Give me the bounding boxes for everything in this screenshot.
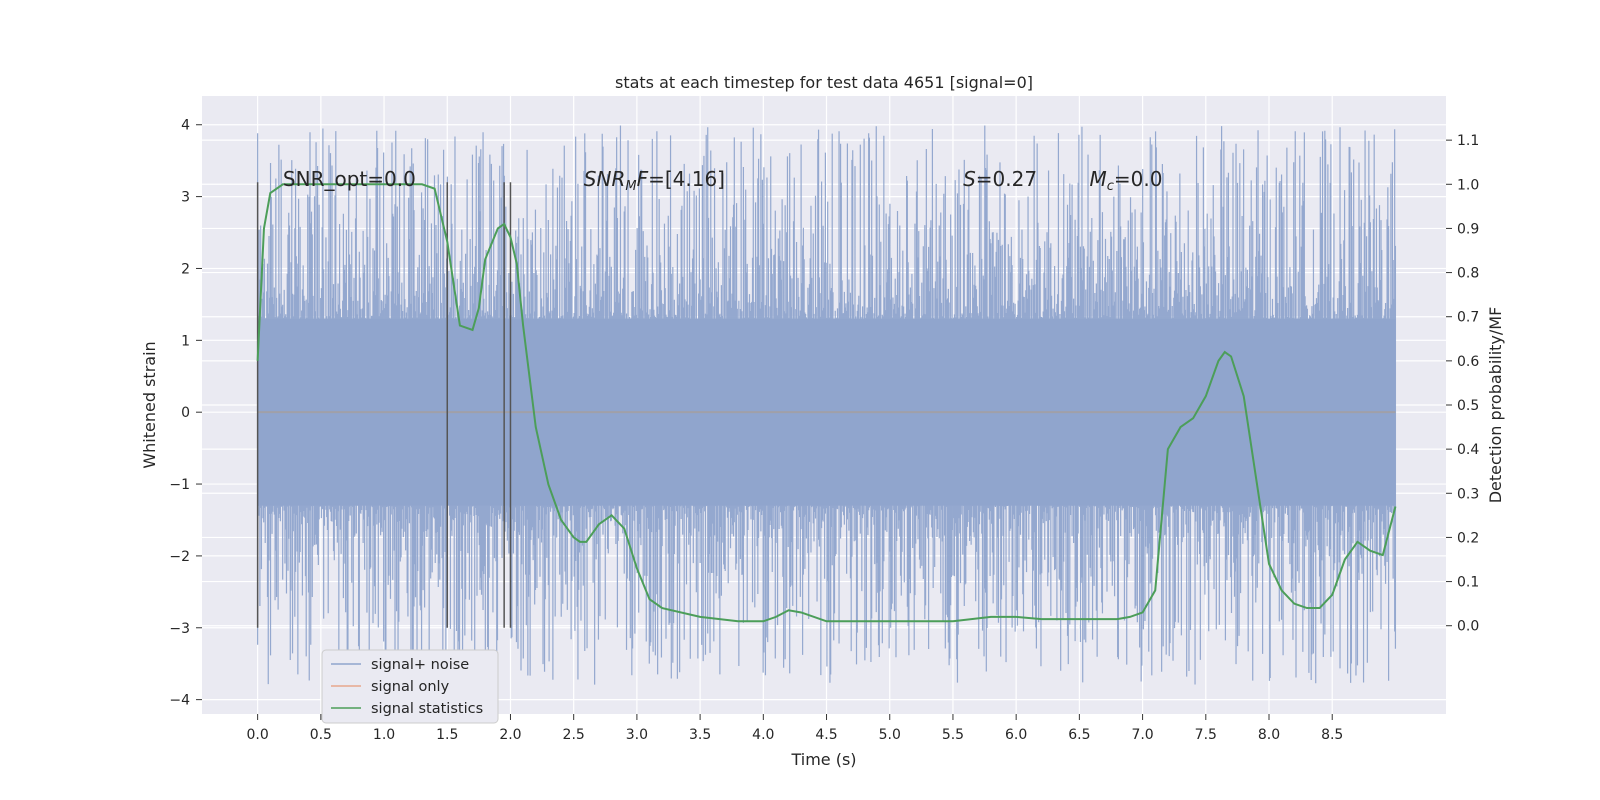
y-right-axis-label: Detection probability/MF bbox=[1486, 307, 1505, 504]
x-tick-label-6: 3.0 bbox=[626, 727, 648, 743]
y-right-tick-label-3: 0.3 bbox=[1457, 486, 1479, 502]
signal-statistics-line bbox=[256, 183, 1397, 623]
x-tick-label-10: 5.0 bbox=[879, 727, 901, 743]
y-tick-label-0: −4 bbox=[169, 693, 190, 709]
annotation-3: Mc=0.0 bbox=[1089, 167, 1162, 194]
x-tick-label-13: 6.5 bbox=[1068, 727, 1090, 743]
x-tick-label-12: 6.0 bbox=[1005, 727, 1027, 743]
y-tick-label-5: 1 bbox=[181, 333, 190, 349]
y-axis-ticks: −4 −3 −2 −1 0 1 2 3 4 bbox=[169, 118, 202, 709]
x-tick-label-9: 4.5 bbox=[815, 727, 837, 743]
y-right-tick-label-8: 0.8 bbox=[1457, 266, 1479, 282]
y-right-tick-label-1: 0.1 bbox=[1457, 575, 1479, 591]
x-tick-label-1: 0.5 bbox=[310, 727, 332, 743]
y-right-tick-label-2: 0.2 bbox=[1457, 530, 1479, 546]
x-tick-label-14: 7.0 bbox=[1131, 727, 1153, 743]
x-tick-label-15: 7.5 bbox=[1195, 727, 1217, 743]
y-axis-label: Whitened strain bbox=[140, 341, 159, 468]
x-tick-label-5: 2.5 bbox=[563, 727, 585, 743]
signal-statistics-series bbox=[256, 183, 1397, 623]
legend-label-signal-noise: signal+ noise bbox=[371, 657, 469, 673]
y-right-axis-ticks: 0.0 0.1 0.2 0.3 0.4 0.5 0.6 0.7 0.8 0.9 1.0 1.1 bbox=[1446, 133, 1479, 635]
x-axis-ticks: 0.0 0.5 1.0 1.5 2.0 2.5 3.0 3.5 4.0 4.5 5.0 5.5 6.0 6… bbox=[246, 714, 1343, 743]
y-right-tick-label-7: 0.7 bbox=[1457, 310, 1479, 326]
vertical-markers bbox=[256, 182, 512, 628]
x-tick-label-16: 8.0 bbox=[1258, 727, 1280, 743]
y-right-tick-label-4: 0.4 bbox=[1457, 442, 1479, 458]
x-tick-label-2: 1.0 bbox=[373, 727, 395, 743]
y-tick-label-7: 3 bbox=[181, 190, 190, 206]
y-right-tick-label-9: 0.9 bbox=[1457, 221, 1479, 237]
annotations: SNR_opt=0.0 SNRMF=[4.16] S=0.27 Mc=0.0 bbox=[283, 167, 1163, 194]
annotation-2: S=0.27 bbox=[963, 167, 1037, 191]
x-tick-label-11: 5.5 bbox=[942, 727, 964, 743]
y-right-tick-label-10: 1.0 bbox=[1457, 177, 1479, 193]
x-tick-label-17: 8.5 bbox=[1321, 727, 1343, 743]
annotation-1: SNRMF=[4.16] bbox=[584, 167, 725, 194]
x-tick-label-3: 1.5 bbox=[436, 727, 458, 743]
y-right-tick-label-6: 0.6 bbox=[1457, 354, 1479, 370]
legend-label-signal-statistics: signal statistics bbox=[371, 701, 483, 717]
y-tick-label-3: −1 bbox=[169, 477, 190, 493]
x-tick-label-8: 4.0 bbox=[752, 727, 774, 743]
x-axis-label: Time (s) bbox=[790, 750, 856, 769]
y-tick-label-1: −3 bbox=[169, 621, 190, 637]
chart-title: stats at each timestep for test data 465… bbox=[615, 73, 1033, 92]
y-tick-label-2: −2 bbox=[169, 549, 190, 565]
legend-box bbox=[321, 649, 499, 724]
y-tick-label-6: 2 bbox=[181, 261, 190, 277]
y-right-tick-label-5: 0.5 bbox=[1457, 398, 1479, 414]
x-tick-label-0: 0.0 bbox=[246, 727, 268, 743]
y-tick-label-8: 4 bbox=[181, 118, 190, 134]
y-right-tick-label-0: 0.0 bbox=[1457, 619, 1479, 635]
y-tick-label-4: 0 bbox=[181, 405, 190, 421]
y-right-tick-label-11: 1.1 bbox=[1457, 133, 1479, 149]
x-tick-label-4: 2.0 bbox=[499, 727, 521, 743]
legend-label-signal-only: signal only bbox=[371, 679, 450, 695]
annotation-0: SNR_opt=0.0 bbox=[283, 167, 416, 191]
legend: signal+ noise signal only signal statist… bbox=[321, 649, 499, 724]
x-tick-label-7: 3.5 bbox=[689, 727, 711, 743]
